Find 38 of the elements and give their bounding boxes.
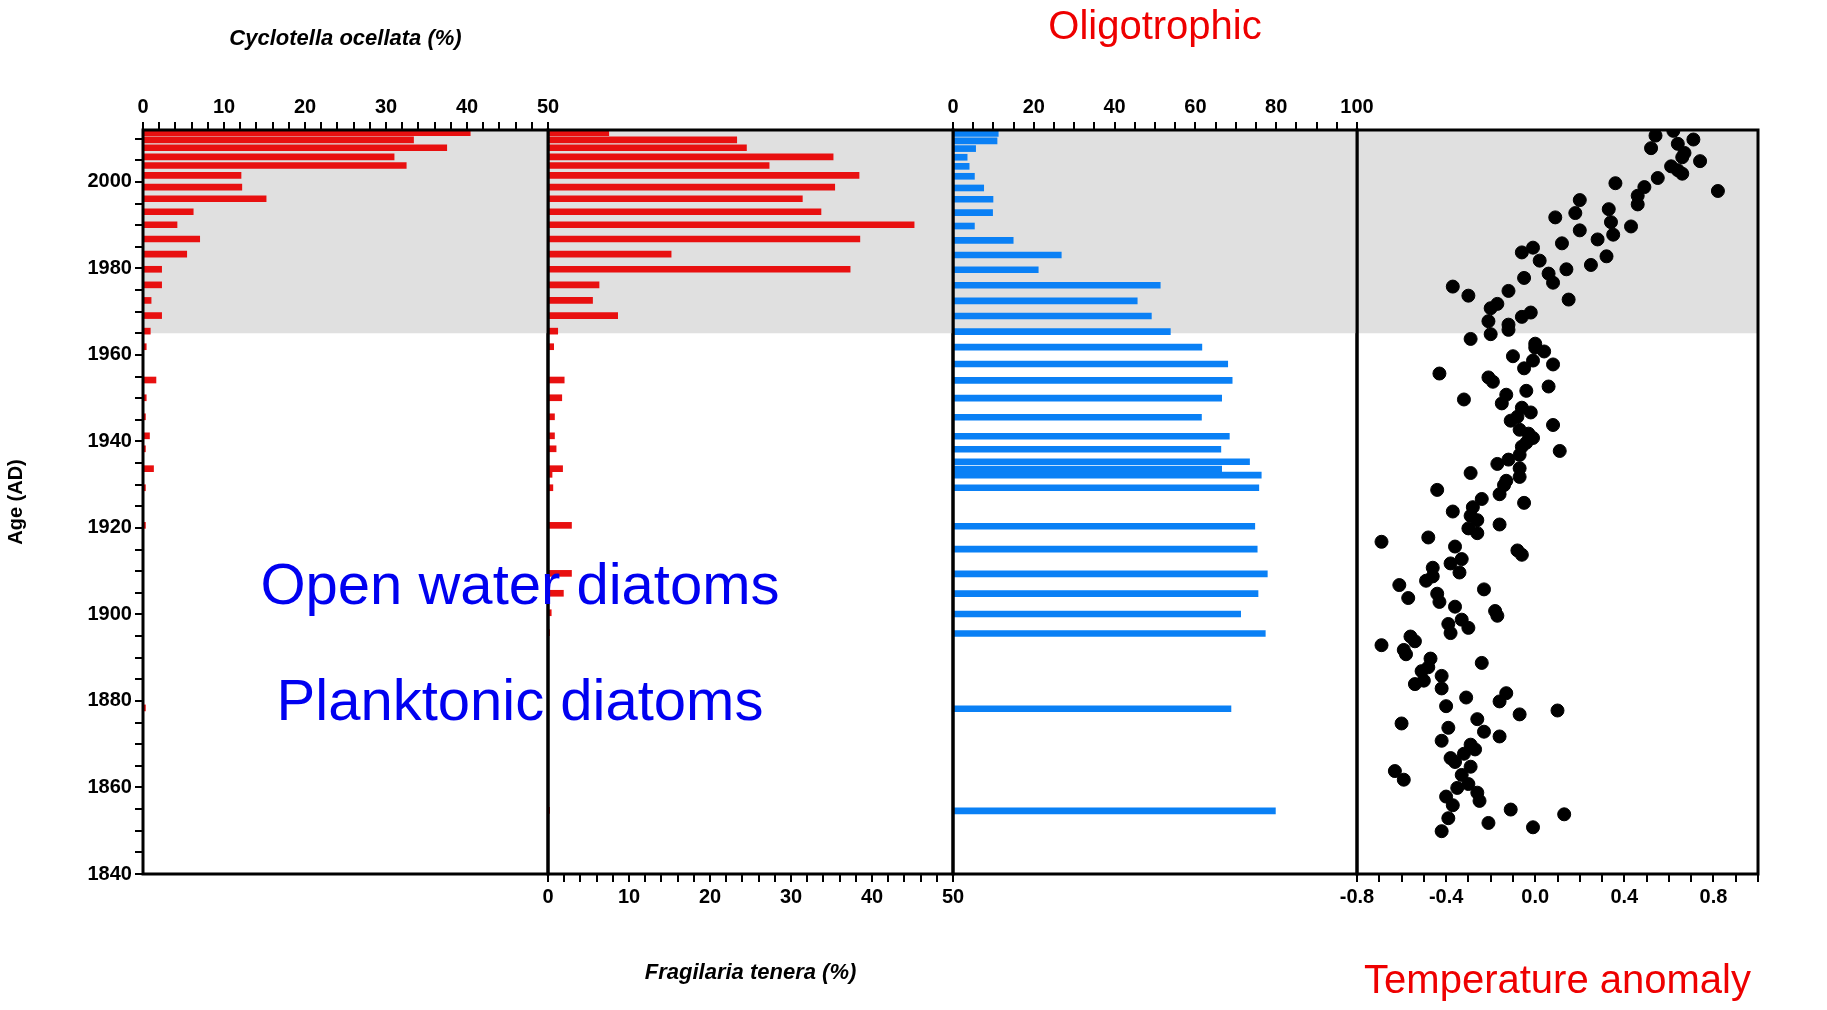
x-tick-label: 40 — [860, 884, 884, 907]
x2-tick-label: 20 — [293, 94, 317, 117]
x-tick-label: 0 — [542, 884, 554, 907]
y-tick-label: 1860 — [87, 775, 132, 797]
x-axis-title: Fragilaria tenera (%) — [644, 958, 857, 984]
x-tick-label: 20 — [698, 884, 722, 907]
x2-axis-title: Oligotrophic — [1048, 3, 1262, 48]
x2-tick-label: 50 — [536, 94, 560, 117]
x2-tick-label: 20 — [1022, 94, 1045, 117]
x2-tick-label: 40 — [1103, 94, 1126, 117]
x2-axis-title: Cyclotella ocellata (%) — [229, 25, 462, 51]
x2-tick-label: 80 — [1265, 94, 1288, 117]
x-tick-label: -0.4 — [1428, 884, 1465, 907]
x-tick-label: 0.0 — [1521, 884, 1550, 907]
y-tick-label: 1960 — [87, 342, 132, 365]
x2-tick-label: 0 — [947, 94, 959, 117]
x2-tick-label: 40 — [455, 94, 479, 117]
y-tick-label: 1940 — [87, 428, 132, 451]
x-axis-title: Temperature anomaly — [1364, 957, 1751, 1002]
x-tick-label: 30 — [779, 884, 803, 907]
x-tick-label: 10 — [617, 884, 641, 907]
x-tick-label: -0.8 — [1339, 884, 1375, 907]
y-tick-label: 1980 — [87, 255, 132, 278]
x2-tick-label: 10 — [212, 94, 236, 117]
x-tick-label: 0.4 — [1610, 884, 1640, 907]
x2-tick-label: 100 — [1340, 94, 1374, 117]
x2-tick-label: 30 — [374, 94, 398, 117]
y-tick-label: 2000 — [87, 169, 132, 192]
y-tick-label: 1840 — [87, 861, 132, 884]
y-axis-title: Age (AD) — [3, 459, 26, 545]
annotation: Planktonic diatoms — [276, 665, 764, 733]
y-tick-label: 1900 — [87, 601, 132, 624]
x-tick-label: 50 — [941, 884, 965, 907]
y-tick-label: 1920 — [87, 515, 132, 538]
y-tick-label: 1880 — [87, 688, 132, 711]
x2-tick-label: 0 — [137, 94, 149, 117]
x2-tick-label: 60 — [1184, 94, 1207, 117]
x-tick-label: 0.8 — [1699, 884, 1728, 907]
